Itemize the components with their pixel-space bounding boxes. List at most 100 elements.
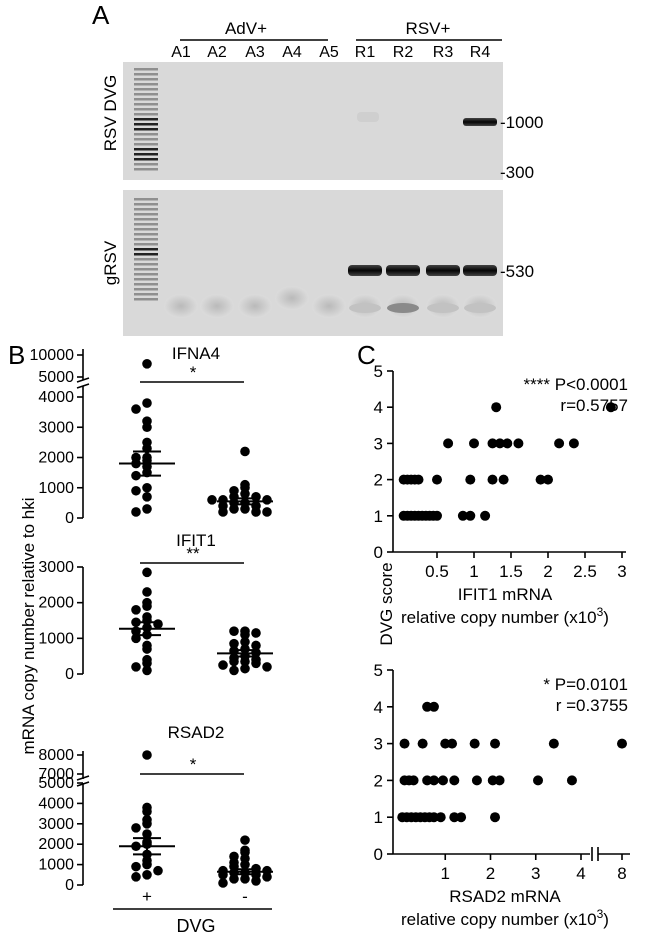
data-point bbox=[491, 402, 502, 413]
data-point bbox=[548, 738, 559, 749]
y-tick-label: 1 bbox=[374, 808, 383, 827]
stat-p-value: * P=0.0101 bbox=[543, 675, 628, 694]
panel-c-plots: 0 1 2 3 4 5 0.5 1 1.5 2 2.5 3 **** P<0.0001 r=0.5757 I… bbox=[374, 362, 630, 929]
data-point bbox=[229, 504, 239, 514]
gel-grsv bbox=[123, 190, 503, 336]
data-point bbox=[494, 438, 505, 449]
data-point bbox=[218, 507, 228, 517]
gel1-ylabel: RSV DVG bbox=[101, 75, 120, 152]
x-axis-label: RSAD2 mRNA bbox=[449, 887, 561, 906]
data-point bbox=[142, 859, 152, 870]
y-tick-label: 2 bbox=[374, 471, 383, 490]
data-point bbox=[131, 605, 141, 615]
data-point bbox=[142, 601, 152, 612]
data-point bbox=[465, 474, 476, 485]
lane-labels: A1 A2 A3 A4 A5 R1 R2 R3 R4 bbox=[171, 44, 490, 61]
data-point bbox=[142, 819, 152, 829]
grsv-band-r3 bbox=[426, 265, 460, 276]
data-point bbox=[437, 775, 448, 786]
group-label-rsv: RSV+ bbox=[406, 19, 451, 38]
data-point bbox=[131, 872, 141, 882]
dot-plot-ifna4: 0 1000 2000 3000 4000 5000 10000 IFNA4* bbox=[30, 344, 273, 527]
data-point bbox=[240, 637, 250, 647]
data-point bbox=[435, 812, 446, 823]
y-tick-label: 0 bbox=[374, 543, 383, 562]
marker-300: -300 bbox=[500, 163, 534, 182]
data-point bbox=[428, 701, 439, 712]
data-point bbox=[471, 775, 482, 786]
data-point bbox=[251, 876, 261, 886]
data-point bbox=[428, 775, 439, 786]
data-point bbox=[413, 474, 424, 485]
stat-r-value: r=0.5757 bbox=[560, 396, 628, 415]
data-point bbox=[142, 398, 152, 408]
data-point bbox=[605, 402, 616, 413]
y-tick-label: 4 bbox=[374, 698, 383, 717]
x-tick-label: 8 bbox=[617, 864, 626, 883]
data-point bbox=[240, 489, 250, 499]
data-point bbox=[251, 507, 261, 517]
data-point bbox=[207, 495, 217, 505]
data-point bbox=[617, 738, 627, 749]
data-point bbox=[142, 870, 152, 880]
dot-plot-ifit1: 0 1000 2000 3000 IFIT1** bbox=[38, 531, 273, 683]
scatter-rsad2: 0 1 2 3 4 5 1 2 3 4 8 * P=0.0101 r =0.3755 RSAD2 mRNA… bbox=[374, 661, 630, 929]
y-tick-label: 3000 bbox=[38, 559, 74, 576]
y-tick-label: 8000 bbox=[38, 747, 74, 764]
data-point bbox=[432, 474, 442, 485]
data-point bbox=[251, 628, 261, 638]
data-point bbox=[490, 738, 501, 749]
data-point bbox=[502, 438, 513, 449]
panel-a-label: A bbox=[92, 0, 110, 30]
data-point bbox=[543, 474, 553, 485]
data-point bbox=[131, 507, 141, 517]
panel-b-label: B bbox=[8, 340, 25, 370]
x-tick-label: 3 bbox=[617, 562, 626, 581]
significance-stars: * bbox=[190, 363, 197, 382]
data-point bbox=[142, 422, 152, 433]
data-point bbox=[399, 738, 410, 749]
data-point bbox=[469, 738, 480, 749]
x-tick-label: 0.5 bbox=[425, 562, 449, 581]
data-point bbox=[142, 750, 152, 760]
data-point bbox=[566, 775, 577, 786]
grsv-band-r2 bbox=[386, 265, 420, 276]
y-tick-label: 5000 bbox=[38, 369, 74, 386]
data-point bbox=[457, 510, 468, 521]
y-tick-label: 3 bbox=[374, 434, 383, 453]
data-point bbox=[142, 567, 152, 578]
y-tick-label: 0 bbox=[65, 666, 74, 683]
panel-c-label: C bbox=[357, 340, 376, 370]
y-tick-label: 0 bbox=[374, 845, 383, 864]
data-point bbox=[417, 738, 428, 749]
data-point bbox=[487, 438, 498, 449]
y-tick-label: 3 bbox=[374, 735, 383, 754]
y-tick-label: 2000 bbox=[38, 836, 74, 853]
y-tick-label: 1000 bbox=[38, 857, 74, 874]
plot-title: IFIT1 bbox=[176, 531, 216, 550]
y-tick-label: 2000 bbox=[38, 595, 74, 612]
data-point bbox=[490, 812, 501, 823]
y-tick-label: 3000 bbox=[38, 816, 74, 833]
data-point bbox=[447, 738, 458, 749]
group-label-adv: AdV+ bbox=[225, 19, 267, 38]
lane-label: A3 bbox=[245, 44, 265, 61]
data-point bbox=[533, 775, 544, 786]
data-point bbox=[142, 492, 152, 502]
y-tick-label: 2000 bbox=[38, 450, 74, 467]
x-tick-label: 3 bbox=[531, 864, 540, 883]
data-point bbox=[535, 474, 546, 485]
gel2-ylabel: gRSV bbox=[101, 240, 120, 285]
stat-r-value: r =0.3755 bbox=[556, 696, 628, 715]
data-point bbox=[240, 874, 250, 884]
scatter-ifit1: 0 1 2 3 4 5 0.5 1 1.5 2 2.5 3 **** P<0.0001 r=0.5757 I… bbox=[374, 362, 628, 627]
y-tick-label: 5 bbox=[374, 362, 383, 381]
y-tick-label: 10000 bbox=[30, 347, 75, 364]
dvg-band-r4 bbox=[463, 118, 497, 126]
significance-stars: ** bbox=[186, 544, 200, 563]
lane-label: A2 bbox=[207, 44, 227, 61]
lane-label: R3 bbox=[433, 44, 454, 61]
